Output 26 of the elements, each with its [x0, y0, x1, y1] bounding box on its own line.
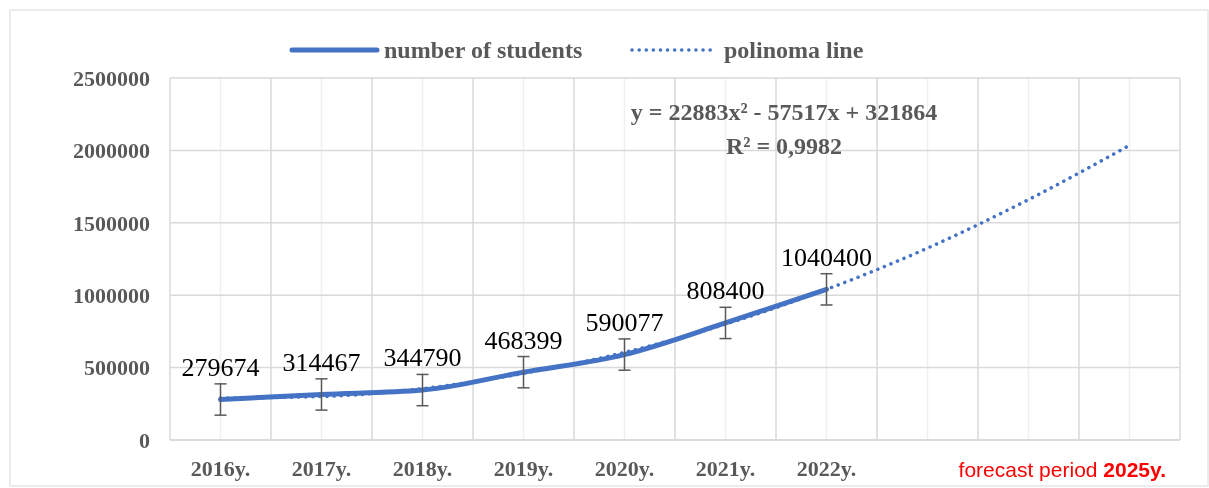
annotation: y = 22883x² - 57517x + 321864 [630, 99, 938, 125]
data-label: 314467 [282, 347, 361, 377]
y-tick-label: 1500000 [73, 210, 150, 236]
data-label: 279674 [181, 352, 260, 382]
data-label: 808400 [686, 276, 765, 306]
data-label: 344790 [383, 343, 462, 373]
legend-label: number of students [384, 37, 583, 64]
data-label: 590077 [585, 307, 664, 337]
annotation: R² = 0,9982 [725, 133, 843, 159]
y-tick-label: 500000 [84, 355, 150, 381]
y-tick-label: 1000000 [73, 282, 150, 308]
y-tick-label: 0 [139, 427, 150, 453]
x-tick-label: 2018y. [392, 456, 453, 481]
data-label: 1040400 [781, 242, 872, 272]
x-tick-label: 2020y. [594, 456, 655, 481]
x-tick-label: 2016y. [190, 456, 251, 481]
text: forecast period [958, 458, 1104, 481]
x-tick-label: 2019y. [493, 456, 554, 481]
x-tick-label: 2021y. [695, 456, 756, 481]
y-tick-label: 2000000 [73, 138, 150, 164]
legend-label: polinoma line [724, 37, 864, 64]
x-tick-label: 2017y. [291, 456, 352, 481]
data-label: 468399 [484, 325, 563, 355]
text: 2025y. [1103, 458, 1166, 481]
x-tick-label: 2022y. [796, 456, 857, 481]
y-tick-label: 2500000 [73, 65, 150, 91]
